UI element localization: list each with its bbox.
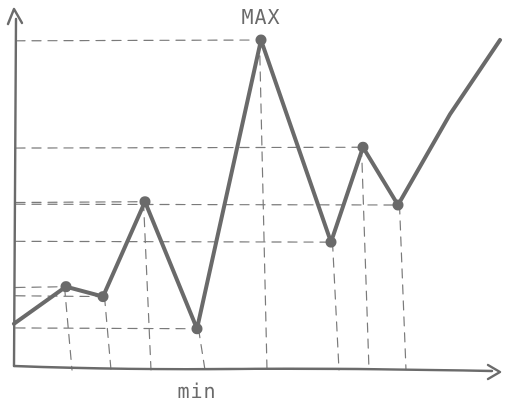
data-point [325,236,337,248]
guide-horizontal [15,286,67,289]
guide-vertical [63,286,73,371]
guide-horizontal [15,201,146,204]
label-min: min [177,379,216,403]
data-point [191,323,203,335]
guide-vertical [398,204,407,371]
guide-horizontal [15,295,104,298]
data-point [357,141,369,153]
guide-horizontal [15,203,399,206]
guide-lines [15,39,407,371]
data-point [255,34,267,46]
series-group [12,34,502,335]
guide-vertical [360,146,370,371]
guide-horizontal [15,39,262,42]
guide-vertical [142,201,152,371]
guide-horizontal [15,240,332,243]
guide-horizontal [15,146,364,149]
data-point [392,199,404,211]
axes [6,7,502,381]
guide-vertical [331,241,340,371]
labels: MAX min [177,5,280,403]
guide-vertical [197,328,206,371]
y-axis-arrow [6,7,24,26]
data-point [139,196,151,208]
series-line [12,38,502,331]
guide-horizontal [15,327,198,330]
data-point [97,291,109,303]
y-axis [12,17,18,368]
x-axis-arrow [486,363,502,381]
label-max: MAX [241,5,280,29]
data-point [60,281,72,293]
guide-vertical [103,295,112,371]
x-axis [12,364,494,373]
